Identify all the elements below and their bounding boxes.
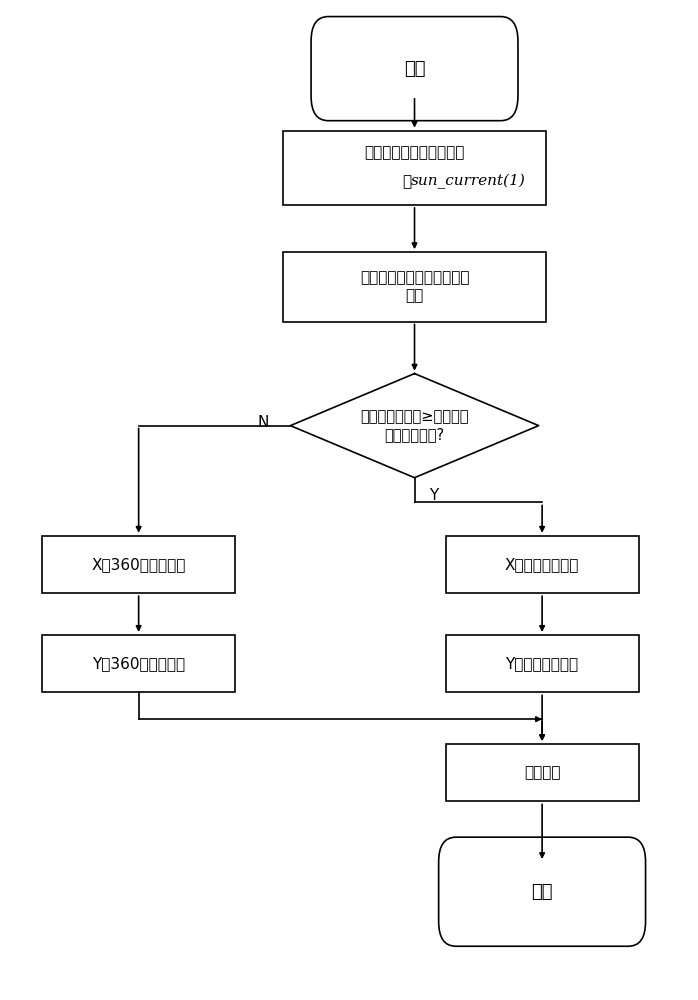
Text: X轴360度捕获太阳: X轴360度捕获太阳 [91,557,186,572]
Text: 当前太阳翼电流≥设定的太
阳翼电流阈值?: 当前太阳翼电流≥设定的太 阳翼电流阈值? [360,409,469,442]
Text: 测量星体初始姿态下电流: 测量星体初始姿态下电流 [364,145,465,160]
Text: Y轴快速捕获太阳: Y轴快速捕获太阳 [505,656,579,671]
Text: Y轴360度捕获太阳: Y轴360度捕获太阳 [92,656,185,671]
Text: X轴快速捕获太阳: X轴快速捕获太阳 [505,557,579,572]
Bar [283,131,546,205]
Text: sun_current(1): sun_current(1) [411,174,526,189]
Text: 结束: 结束 [531,883,553,901]
Bar [42,536,235,593]
Bar [42,635,235,692]
FancyBboxPatch shape [311,17,518,121]
Text: 开始: 开始 [403,60,425,78]
Bar [283,252,546,322]
Bar [445,744,639,801]
Text: 值: 值 [402,174,411,189]
Text: 记录当前时刻星体初始姿态
数据: 记录当前时刻星体初始姿态 数据 [359,271,469,303]
Bar [445,635,639,692]
Bar [445,536,639,593]
FancyBboxPatch shape [438,837,646,946]
Text: 对日定向: 对日定向 [524,765,560,780]
Text: Y: Y [429,488,438,503]
Text: N: N [257,415,269,430]
